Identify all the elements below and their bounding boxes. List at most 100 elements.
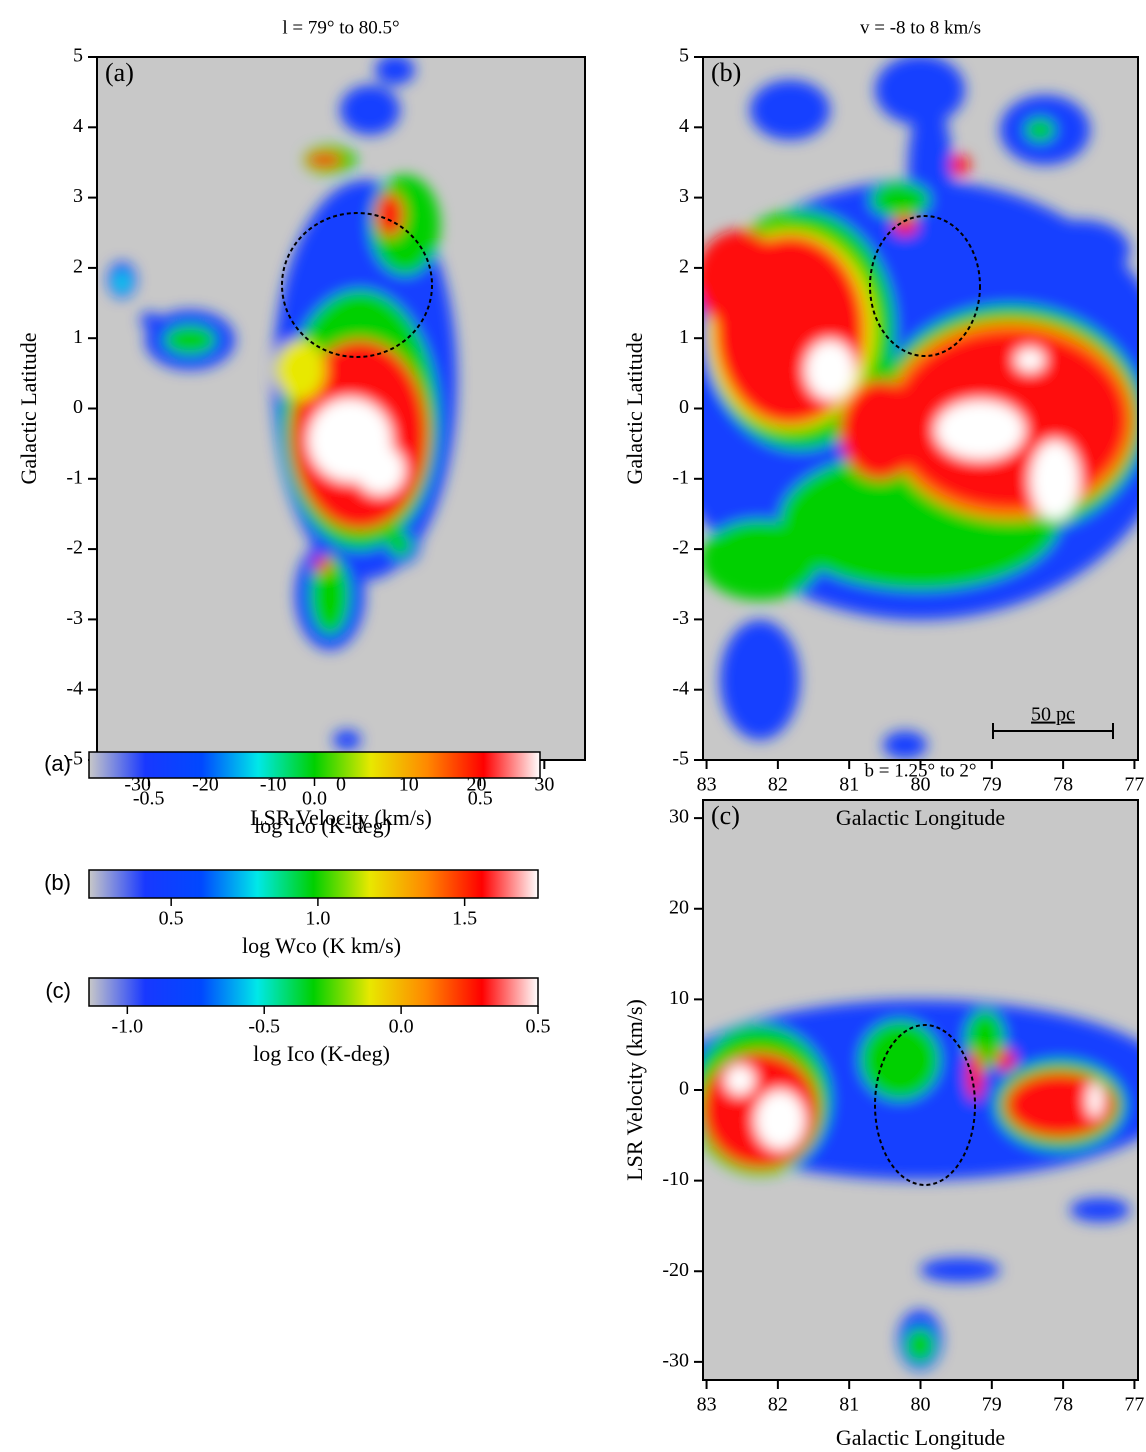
x-tick-label: 79 — [982, 774, 1002, 796]
y-tick-label: -1 — [672, 466, 689, 488]
emission-blob — [703, 230, 785, 330]
emission-blob — [164, 325, 216, 355]
colorbar — [88, 751, 541, 779]
emission-blob — [1015, 348, 1045, 372]
x-tick-label: 79 — [982, 1394, 1002, 1416]
y-tick-label: 1 — [73, 326, 83, 348]
emission-blob — [310, 555, 350, 635]
x-tick-label: 82 — [768, 774, 788, 796]
dashed-ellipse — [281, 212, 433, 358]
y-tick-label: -5 — [66, 748, 83, 770]
panel-label: (c) — [711, 801, 740, 830]
panel-label: (a) — [105, 58, 134, 87]
x-tick-label: 80 — [911, 774, 931, 796]
y-tick-label: -4 — [672, 677, 689, 699]
x-tick-label: 10 — [399, 774, 419, 796]
colorbar-tick-label: -1.0 — [111, 1016, 143, 1038]
y-axis-label: Galactic Latitude — [16, 332, 41, 484]
panel-label: (b) — [711, 58, 741, 87]
y-tick-label: -2 — [66, 537, 83, 559]
y-tick-label: 0 — [73, 396, 83, 418]
emission-blob — [755, 1090, 805, 1150]
dashed-ellipse — [874, 1024, 976, 1186]
emission-blob — [935, 400, 1025, 460]
colorbar-tick-label: 0.5 — [159, 908, 184, 930]
emission-blob — [340, 85, 400, 135]
x-tick-label: 77 — [1124, 1394, 1144, 1416]
y-tick-label: 3 — [679, 185, 689, 207]
y-tick-label: -4 — [66, 677, 83, 699]
y-tick-label: -10 — [662, 1168, 689, 1190]
map — [703, 57, 1138, 760]
x-tick-label: 83 — [697, 774, 717, 796]
emission-blob — [725, 1065, 755, 1095]
emission-blob — [875, 57, 965, 125]
emission — [108, 57, 457, 750]
y-tick-label: -3 — [672, 607, 689, 629]
emission-blob — [750, 80, 830, 140]
y-tick-label: 0 — [679, 396, 689, 418]
emission-blob — [355, 445, 405, 495]
y-tick-label: -3 — [66, 607, 83, 629]
y-tick-label: 10 — [669, 987, 689, 1009]
x-axis-label: Galactic Longitude — [836, 1425, 1005, 1450]
x-tick-label: 77 — [1124, 774, 1144, 796]
x-tick-label: 83 — [697, 1394, 717, 1416]
colorbar-name: (a) — [44, 751, 71, 776]
panel-title: b = 1.25° to 2° — [865, 760, 977, 781]
panel-title: v = -8 to 8 km/s — [860, 17, 981, 38]
y-axis-label: Galactic Latitude — [622, 332, 647, 484]
emission-blob — [703, 520, 820, 600]
colorbar — [88, 869, 539, 899]
x-tick-label: 82 — [768, 1394, 788, 1416]
emission-blob — [805, 340, 855, 400]
map — [703, 800, 1138, 1380]
x-tick-label: 0 — [336, 774, 346, 796]
emission-blob — [720, 620, 800, 740]
emission-blob — [920, 1258, 1000, 1282]
colorbar-label: log Wco (K km/s) — [242, 933, 401, 958]
x-tick-label: 78 — [1053, 774, 1073, 796]
colorbar-tick-label: 0.5 — [526, 1016, 551, 1038]
colorbar-name: (b) — [44, 870, 71, 895]
emission-blob — [315, 557, 331, 573]
emission-blob — [995, 1050, 1015, 1070]
emission-blob — [860, 1020, 940, 1100]
colorbar-label: log Ico (K-deg) — [253, 1041, 390, 1066]
emission-blob — [388, 533, 412, 557]
y-tick-label: -1 — [66, 466, 83, 488]
x-axis-label: LSR Velocity (km/s) — [250, 805, 432, 830]
emission-blob — [275, 340, 325, 400]
emission-blob — [1070, 1198, 1130, 1222]
map-layer — [97, 57, 1138, 1380]
colorbar-label: log Ico (K-deg) — [254, 813, 391, 838]
emission-blob — [1030, 440, 1080, 520]
x-tick-label: -10 — [260, 774, 287, 796]
y-tick-label: 0 — [679, 1078, 689, 1100]
colorbar-tick-label: 1.5 — [452, 908, 477, 930]
x-tick-label: 78 — [1053, 1394, 1073, 1416]
dashed-ellipse — [869, 215, 981, 357]
y-tick-label: -20 — [662, 1259, 689, 1281]
x-axis-label: Galactic Longitude — [836, 805, 1005, 830]
y-tick-label: 30 — [669, 806, 689, 828]
emission-blob — [950, 155, 970, 175]
scale-bar-label: 50 pc — [1031, 704, 1075, 726]
emission-blob — [1030, 220, 1130, 280]
y-tick-label: 2 — [73, 255, 83, 277]
emission-blob — [115, 272, 129, 292]
emission-blob — [893, 215, 917, 235]
emission-blob — [140, 312, 160, 328]
y-tick-label: -5 — [672, 748, 689, 770]
emission-blob — [905, 1327, 935, 1363]
y-tick-label: 3 — [73, 185, 83, 207]
map — [97, 57, 585, 760]
emission-blob — [333, 730, 361, 750]
colorbar-tick-label: 0.0 — [389, 1016, 414, 1038]
emission-blob — [1025, 118, 1055, 142]
y-tick-label: 2 — [679, 255, 689, 277]
emission-blob — [840, 380, 920, 480]
colorbar-tick-label: 0.5 — [468, 788, 493, 810]
